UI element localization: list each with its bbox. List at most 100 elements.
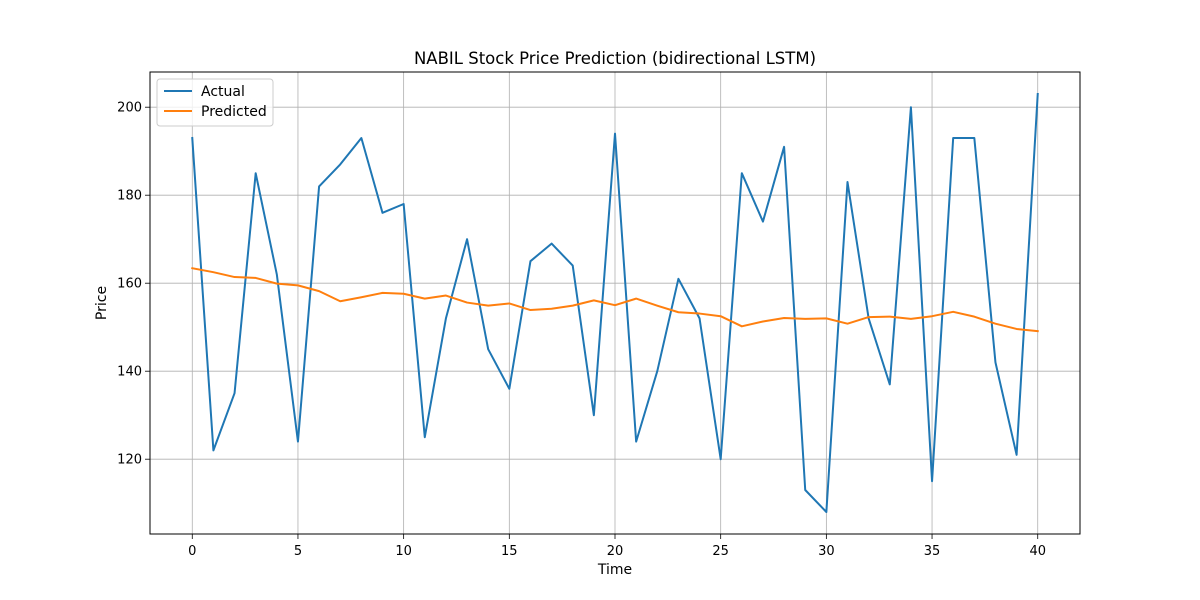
grid-lines: [150, 72, 1080, 534]
data-point-actual: [276, 273, 278, 275]
y-tick-label: 200: [117, 101, 142, 116]
data-point-actual: [234, 392, 236, 394]
y-axis-label: Price: [94, 286, 110, 320]
data-point-predicted: [762, 320, 764, 322]
data-point-actual: [825, 511, 827, 513]
data-point-predicted: [551, 308, 553, 310]
data-point-actual: [889, 383, 891, 385]
data-point-predicted: [677, 311, 679, 313]
data-point-predicted: [1016, 328, 1018, 330]
data-point-actual: [255, 172, 257, 174]
data-point-predicted: [529, 309, 531, 311]
data-point-predicted: [952, 311, 954, 313]
data-point-predicted: [889, 316, 891, 318]
data-point-actual: [1016, 454, 1018, 456]
data-point-predicted: [868, 316, 870, 318]
data-point-predicted: [382, 292, 384, 294]
data-point-predicted: [910, 318, 912, 320]
data-point-predicted: [994, 323, 996, 325]
data-point-predicted: [804, 318, 806, 320]
data-point-actual: [466, 238, 468, 240]
data-point-predicted: [255, 277, 257, 279]
data-point-predicted: [635, 298, 637, 300]
data-point-actual: [952, 137, 954, 139]
x-axis-label: Time: [597, 562, 632, 578]
data-point-predicted: [614, 304, 616, 306]
x-tick-label: 0: [188, 544, 196, 559]
x-tick-label: 25: [712, 544, 729, 559]
data-point-actual: [297, 441, 299, 443]
data-point-predicted: [487, 305, 489, 307]
data-point-predicted: [445, 295, 447, 297]
data-point-actual: [847, 181, 849, 183]
data-point-actual: [424, 436, 426, 438]
data-point-actual: [741, 172, 743, 174]
data-point-actual: [762, 221, 764, 223]
data-point-actual: [551, 243, 553, 245]
legend-label-predicted: Predicted: [201, 104, 267, 120]
data-point-actual: [339, 163, 341, 165]
data-point-actual: [487, 348, 489, 350]
data-point-actual: [994, 361, 996, 363]
data-point-actual: [699, 317, 701, 319]
x-tick-label: 30: [818, 544, 835, 559]
data-point-actual: [614, 133, 616, 135]
data-point-actual: [445, 317, 447, 319]
data-point-predicted: [1037, 330, 1039, 332]
data-point-predicted: [424, 298, 426, 300]
data-point-predicted: [699, 313, 701, 315]
chart-title: NABIL Stock Price Prediction (bidirectio…: [414, 49, 816, 68]
data-point-actual: [931, 480, 933, 482]
x-tick-label: 35: [924, 544, 941, 559]
data-point-predicted: [318, 290, 320, 292]
y-axis-ticks: 120 140 160 180 200: [117, 101, 150, 468]
data-point-actual: [804, 489, 806, 491]
data-point-actual: [910, 106, 912, 108]
data-point-predicted: [212, 271, 214, 273]
data-point-actual: [212, 449, 214, 451]
y-tick-label: 160: [117, 277, 142, 292]
y-tick-label: 120: [117, 453, 142, 468]
data-point-actual: [360, 137, 362, 139]
y-tick-label: 180: [117, 189, 142, 204]
data-point-predicted: [741, 325, 743, 327]
data-point-predicted: [825, 317, 827, 319]
data-point-actual: [720, 458, 722, 460]
data-point-predicted: [847, 323, 849, 325]
data-point-predicted: [360, 296, 362, 298]
data-point-actual: [508, 388, 510, 390]
data-point-predicted: [466, 302, 468, 304]
data-point-actual: [318, 185, 320, 187]
data-point-actual: [529, 260, 531, 262]
data-point-predicted: [593, 299, 595, 301]
legend: Actual Predicted: [156, 78, 274, 127]
data-point-predicted: [403, 293, 405, 295]
data-point-predicted: [931, 315, 933, 317]
data-point-actual: [191, 137, 193, 139]
x-axis-ticks: 0 5 10 15 20 25 30 35 40: [188, 534, 1046, 559]
data-point-actual: [382, 212, 384, 214]
series-line-actual: [191, 92, 1039, 513]
x-tick-label: 5: [294, 544, 302, 559]
data-point-predicted: [234, 276, 236, 278]
data-point-predicted: [276, 283, 278, 285]
data-point-predicted: [297, 284, 299, 286]
x-tick-label: 15: [501, 544, 518, 559]
data-point-actual: [656, 370, 658, 372]
data-point-actual: [572, 265, 574, 267]
data-point-predicted: [508, 302, 510, 304]
data-point-predicted: [572, 305, 574, 307]
data-point-actual: [677, 278, 679, 280]
y-tick-label: 140: [117, 365, 142, 380]
data-point-actual: [783, 146, 785, 148]
data-point-predicted: [339, 300, 341, 302]
data-point-actual: [973, 137, 975, 139]
x-tick-label: 10: [395, 544, 412, 559]
data-point-predicted: [191, 267, 193, 269]
data-point-actual: [593, 414, 595, 416]
legend-label-actual: Actual: [201, 84, 245, 100]
data-point-predicted: [783, 317, 785, 319]
data-point-actual: [1037, 93, 1039, 95]
data-point-predicted: [720, 315, 722, 317]
